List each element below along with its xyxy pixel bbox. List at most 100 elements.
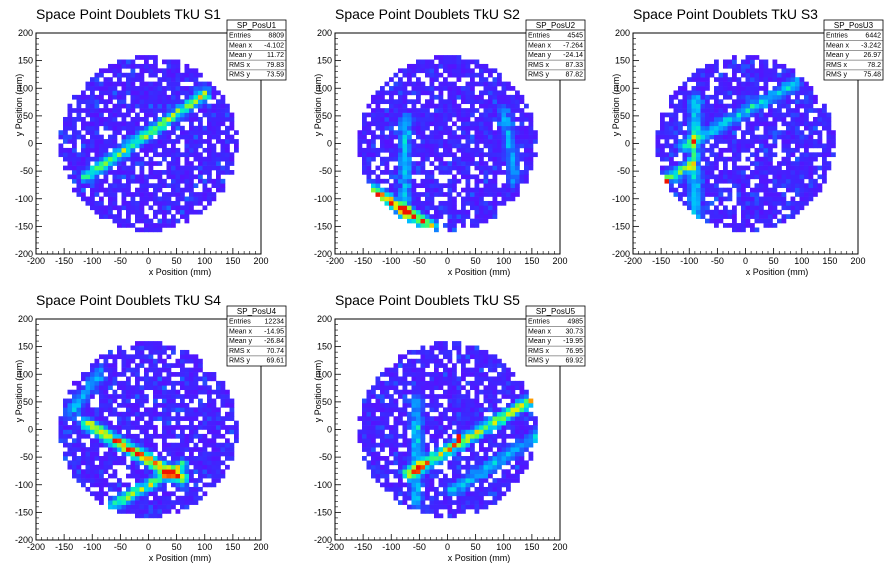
heatmap-cell xyxy=(130,451,136,457)
heatmap-cell xyxy=(198,451,203,457)
heatmap-cell xyxy=(470,94,475,100)
heatmap-cell xyxy=(121,491,127,497)
heatmap-cell xyxy=(99,442,104,448)
heatmap-cell xyxy=(153,491,158,497)
heatmap-cell xyxy=(786,147,791,153)
heatmap-cell xyxy=(162,90,167,96)
heatmap-cell xyxy=(380,139,385,144)
heatmap-cell xyxy=(781,214,787,219)
heatmap-cell xyxy=(443,59,448,65)
heatmap-cell xyxy=(434,139,439,144)
heatmap-cell xyxy=(81,425,86,430)
heatmap-cell xyxy=(687,134,692,140)
heatmap-cell xyxy=(398,420,403,426)
heatmap-cell xyxy=(58,416,64,421)
heatmap-cell xyxy=(790,86,796,91)
heatmap-cell xyxy=(425,174,430,180)
heatmap-cell xyxy=(225,134,230,140)
heatmap-cell xyxy=(754,77,760,82)
heatmap-cell xyxy=(371,152,376,158)
heatmap-cell xyxy=(718,99,724,105)
heatmap-cell xyxy=(479,72,484,78)
heatmap-cell xyxy=(768,125,773,131)
heatmap-cell xyxy=(99,152,104,158)
heatmap-cell xyxy=(126,59,131,65)
heatmap-cell xyxy=(795,174,800,180)
heatmap-cell xyxy=(193,363,199,368)
heatmap-cell xyxy=(175,94,181,100)
heatmap-cell xyxy=(130,63,136,69)
heatmap-cell xyxy=(121,363,127,368)
heatmap-cell xyxy=(443,125,448,131)
heatmap-cell xyxy=(669,152,674,158)
heatmap-cell xyxy=(157,478,163,483)
heatmap-cell xyxy=(380,425,385,430)
heatmap-cell xyxy=(126,394,131,399)
heatmap-cell xyxy=(180,372,185,377)
heatmap-cell xyxy=(126,170,131,175)
heatmap-cell xyxy=(193,174,199,180)
heatmap-cell xyxy=(673,161,679,166)
heatmap-cell xyxy=(202,372,208,377)
heatmap-cell xyxy=(171,165,176,171)
heatmap-cell xyxy=(425,478,430,483)
heatmap-cell xyxy=(171,394,176,399)
heatmap-cell xyxy=(375,116,381,122)
histogram-panel-3: Space Point Doublets TkU S3-200 -150 -100-… xyxy=(611,6,884,277)
heatmap-cell xyxy=(678,86,683,91)
heatmap-cell xyxy=(371,94,376,100)
heatmap-cell xyxy=(193,81,199,87)
heatmap-cell xyxy=(103,99,109,105)
heatmap-cell xyxy=(225,398,230,404)
heatmap-cell xyxy=(166,376,172,382)
heatmap-cell xyxy=(402,139,408,144)
heatmap-cell xyxy=(207,376,212,382)
heatmap-cell xyxy=(506,108,511,113)
heatmap-cell xyxy=(126,420,131,426)
heatmap-cell xyxy=(153,227,158,233)
heatmap-cell xyxy=(452,121,457,127)
heatmap-cell xyxy=(709,209,715,215)
panel-title: Space Point Doublets TkU S2 xyxy=(335,6,520,22)
heatmap-cell xyxy=(121,447,127,452)
heatmap-cell xyxy=(709,214,715,219)
heatmap-cell xyxy=(189,460,194,466)
heatmap-cell xyxy=(465,130,471,135)
heatmap-cell xyxy=(479,192,484,197)
heatmap-cell xyxy=(497,121,502,127)
heatmap-cell xyxy=(660,143,665,149)
heatmap-cell xyxy=(202,183,208,188)
heatmap-cell xyxy=(750,187,755,193)
heatmap-cell xyxy=(225,130,230,135)
heatmap-cell xyxy=(515,178,520,184)
heatmap-cell xyxy=(189,447,194,452)
heatmap-cell xyxy=(528,165,534,171)
heatmap-cell xyxy=(772,178,778,184)
heatmap-cell xyxy=(94,165,100,171)
heatmap-cell xyxy=(483,77,489,82)
heatmap-cell xyxy=(162,376,167,382)
heatmap-cell xyxy=(148,196,154,202)
heatmap-cell xyxy=(790,112,796,118)
heatmap-cell xyxy=(411,165,417,171)
heatmap-cell xyxy=(402,469,408,474)
heatmap-cell xyxy=(790,152,796,158)
heatmap-cell xyxy=(786,214,791,219)
x-tick-label: -150 xyxy=(55,256,73,266)
heatmap-cell xyxy=(389,99,394,105)
heatmap-cell xyxy=(817,134,823,140)
heatmap-cell xyxy=(135,94,140,100)
heatmap-cell xyxy=(225,416,230,421)
heatmap-cell xyxy=(678,196,683,202)
heatmap-cell xyxy=(402,376,408,382)
heatmap-cell xyxy=(488,139,493,144)
heatmap-cell xyxy=(94,147,100,153)
heatmap-cell xyxy=(126,495,131,501)
heatmap-cell xyxy=(411,139,417,144)
heatmap-cell xyxy=(799,183,805,188)
heatmap-cell xyxy=(696,116,701,122)
heatmap-cell xyxy=(790,121,796,127)
heatmap-cell xyxy=(130,486,136,492)
heatmap-cell xyxy=(366,121,372,127)
heatmap-cell xyxy=(72,134,77,140)
